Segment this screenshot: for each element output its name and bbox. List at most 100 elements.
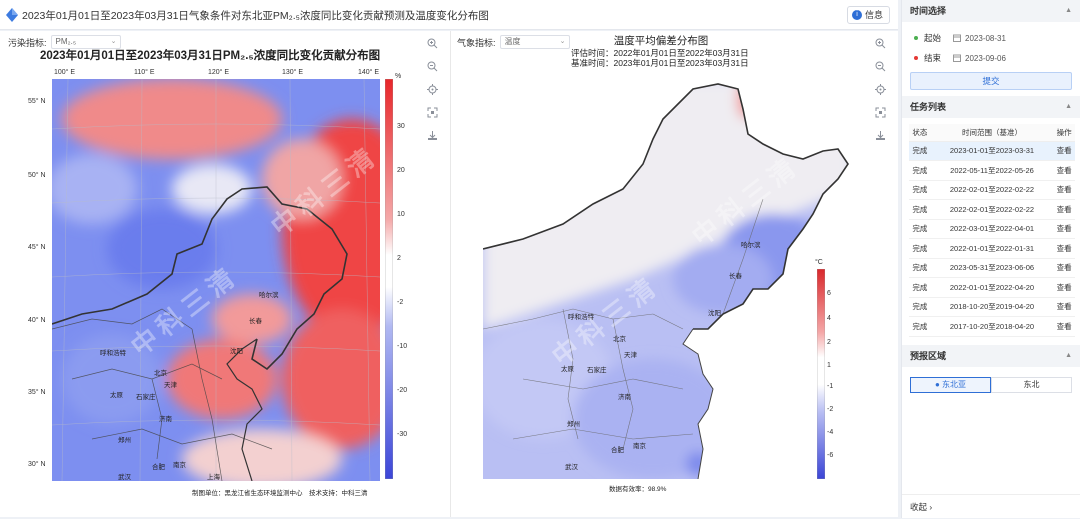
city-label: 北京 <box>613 334 627 343</box>
table-row[interactable]: 完成 2022-01-01至2022-04-20 查看 <box>909 277 1075 298</box>
city-label: 长春 <box>249 316 263 325</box>
task-section-header[interactable]: 任务列表 ▲ <box>902 96 1080 118</box>
start-dot-icon <box>914 36 918 40</box>
colorbar-tick: 20 <box>397 167 405 174</box>
pollutant-selector-label: 污染指标: <box>8 37 47 48</box>
download-icon[interactable] <box>424 127 440 143</box>
task-table: 状态 时间范围（基准） 操作 完成 2023-01-01至2023-03-31 … <box>909 124 1075 337</box>
city-labels: 哈尔滨 长春 沈阳 呼和浩特 北京 天津 太原 石家庄 济南 郑州 合肥 南京 … <box>100 290 279 481</box>
fullscreen-icon[interactable] <box>424 104 440 120</box>
city-label: 郑州 <box>567 420 580 428</box>
city-label: 石家庄 <box>136 392 156 401</box>
colorbar-unit: % <box>395 73 402 80</box>
colorbar-tick: -4 <box>827 429 834 436</box>
view-link[interactable]: 查看 <box>1053 141 1075 161</box>
y-tick: 40° N <box>28 317 46 324</box>
download-icon[interactable] <box>872 127 888 143</box>
map-toolbar <box>424 35 442 150</box>
locate-icon[interactable] <box>872 81 888 97</box>
region-section-header[interactable]: 预报区域 ▲ <box>902 344 1080 367</box>
table-row[interactable]: 完成 2022-05-11至2022-05-26 查看 <box>909 160 1075 181</box>
coastline <box>682 328 714 479</box>
page-header: 2023年01月01日至2023年03月31日气象条件对东北亚PM₂.₅浓度同比… <box>0 0 898 30</box>
pollutant-select[interactable]: PM₂.₅ ⌄ <box>50 35 121 49</box>
end-label: 结束 <box>924 53 942 63</box>
submit-button[interactable]: 提交 <box>910 72 1072 90</box>
colorbar-tick: -2 <box>827 406 834 413</box>
city-label: 济南 <box>159 414 173 423</box>
fullscreen-icon[interactable] <box>872 104 888 120</box>
region-option-northeast[interactable]: 东北 <box>991 376 1072 393</box>
view-link[interactable]: 查看 <box>1053 297 1075 317</box>
city-label: 哈尔滨 <box>741 240 761 249</box>
column-header: 时间范围（基准） <box>930 124 1054 142</box>
table-row[interactable]: 完成 2022-03-01至2022-04-01 查看 <box>909 219 1075 239</box>
table-row[interactable]: 完成 2022-02-01至2022-02-22 查看 <box>909 199 1075 220</box>
y-tick: 45° N <box>28 244 46 251</box>
task-range: 2022-01-01至2022-04-20 <box>930 277 1054 298</box>
view-link[interactable]: 查看 <box>1053 238 1075 259</box>
region-option-label: 东北亚 <box>942 379 967 389</box>
city-label: 哈尔滨 <box>259 290 279 299</box>
data-validity: 数据有效率：98.9% <box>609 486 667 493</box>
calendar-icon <box>953 54 962 62</box>
colorbar-tick: -20 <box>397 387 408 394</box>
view-link[interactable]: 查看 <box>1053 160 1075 181</box>
table-row[interactable]: 完成 2018-10-20至2019-04-20 查看 <box>909 297 1075 317</box>
start-label: 起始 <box>924 33 942 43</box>
start-date-picker[interactable]: 2023-08-31 <box>953 34 1006 43</box>
caret-up-icon: ▲ <box>1065 103 1072 110</box>
region-option-northeast-asia[interactable]: ● 东北亚 <box>910 376 991 393</box>
temperature-map[interactable]: 哈尔滨 长春 沈阳 呼和浩特 北京 天津 太原 石家庄 济南 郑州 合肥 南京 … <box>483 79 853 479</box>
zoom-in-icon[interactable] <box>424 35 440 51</box>
temperature-colorbar <box>817 269 825 479</box>
zoom-out-icon[interactable] <box>424 58 440 74</box>
colorbar-tick: 6 <box>827 290 831 297</box>
locate-icon[interactable] <box>424 81 440 97</box>
city-label: 北京 <box>154 368 168 377</box>
pm25-map-title: 2023年01月01日至2023年03月31日PM₂.₅浓度同比变化贡献分布图 <box>40 50 381 62</box>
info-button[interactable]: i 信息 <box>846 6 890 24</box>
time-section-title: 时间选择 <box>910 6 947 16</box>
colorbar-tick: -30 <box>397 431 408 438</box>
view-link[interactable]: 查看 <box>1053 316 1075 337</box>
colorbar-unit: °C <box>815 259 823 266</box>
zoom-in-icon[interactable] <box>872 35 888 51</box>
table-row[interactable]: 完成 2023-01-01至2023-03-31 查看 <box>909 141 1075 161</box>
time-section-header[interactable]: 时间选择 ▲ <box>902 0 1080 22</box>
coastline <box>226 338 263 481</box>
city-label: 郑州 <box>118 436 131 444</box>
pm25-map[interactable]: 哈尔滨 长春 沈阳 呼和浩特 北京 天津 太原 石家庄 济南 郑州 合肥 南京 … <box>52 79 380 481</box>
y-tick: 35° N <box>28 389 46 396</box>
task-range: 2017-10-20至2018-04-20 <box>930 316 1054 337</box>
temperature-map-title: 温度平均偏差分布图 <box>613 35 709 47</box>
chevron-right-icon: › <box>929 502 933 512</box>
table-row[interactable]: 完成 2017-10-20至2018-04-20 查看 <box>909 316 1075 337</box>
info-button-label: 信息 <box>864 10 883 20</box>
view-link[interactable]: 查看 <box>1053 219 1075 239</box>
end-date-picker[interactable]: 2023-09-06 <box>953 54 1006 63</box>
view-link[interactable]: 查看 <box>1053 258 1075 278</box>
meteo-select[interactable]: 温度 ⌄ <box>499 35 570 49</box>
table-row[interactable]: 完成 2023-05-31至2023-06-06 查看 <box>909 258 1075 278</box>
city-label: 南京 <box>173 460 187 469</box>
city-label: 武汉 <box>565 462 579 471</box>
chevron-down-icon: ⌄ <box>559 38 566 45</box>
zoom-out-icon[interactable] <box>872 58 888 74</box>
y-tick: 30° N <box>28 461 46 468</box>
task-range: 2022-02-01至2022-02-22 <box>930 199 1054 220</box>
view-link[interactable]: 查看 <box>1053 277 1075 298</box>
table-row[interactable]: 完成 2022-02-01至2022-02-22 查看 <box>909 180 1075 200</box>
city-label: 武汉 <box>118 472 132 481</box>
task-range: 2022-01-01至2022-01-31 <box>930 238 1054 259</box>
collapse-button[interactable]: 收起 › <box>902 494 1080 518</box>
view-link[interactable]: 查看 <box>1053 199 1075 220</box>
base-time: 基准时间：2023年01月01日至2023年03月31日 <box>571 58 749 68</box>
map-toolbar <box>872 35 890 150</box>
view-link[interactable]: 查看 <box>1053 180 1075 200</box>
table-row[interactable]: 完成 2022-01-01至2022-01-31 查看 <box>909 238 1075 259</box>
pollutant-select-value: PM₂.₅ <box>55 37 77 46</box>
colorbar-tick: 4 <box>827 315 831 322</box>
x-tick: 110° E <box>134 69 155 76</box>
